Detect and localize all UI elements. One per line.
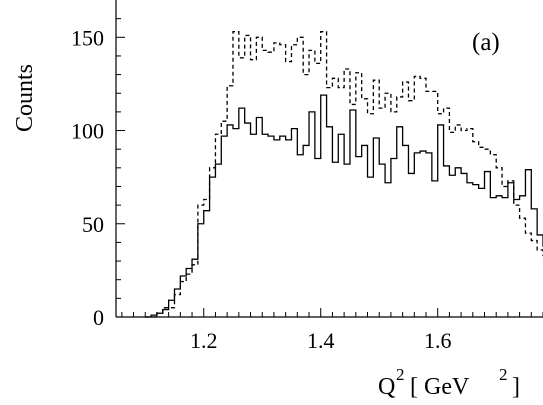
x-tick-label: 1.4 — [307, 328, 335, 353]
plot-frame — [115, 0, 543, 318]
panel-label: (a) — [472, 29, 500, 56]
x-axis-label-exponent: 2 — [396, 365, 405, 384]
y-ticks: 0 50 100 150 — [71, 18, 125, 330]
x-tick-label: 1.6 — [424, 328, 452, 353]
y-tick-label: 50 — [82, 212, 104, 237]
x-axis-label-unit: [ GeV — [410, 374, 470, 400]
x-axis-label-base: Q — [378, 374, 395, 400]
dashed-histogram-series — [145, 31, 543, 318]
y-tick-label: 100 — [71, 119, 104, 144]
x-axis-label-unit-exponent: 2 — [499, 365, 508, 384]
x-tick-label: 1.2 — [190, 328, 218, 353]
y-axis-label: Counts — [12, 64, 38, 132]
x-axis-label-bracket: ] — [512, 374, 520, 400]
x-ticks: 1.2 1.4 1.6 — [121, 308, 543, 353]
solid-histogram-series — [145, 94, 543, 318]
y-tick-label: 0 — [93, 305, 104, 330]
x-axis-label: Q 2 [ GeV 2 ] — [378, 365, 520, 400]
y-tick-label: 150 — [71, 25, 104, 50]
series-layer — [145, 31, 543, 318]
